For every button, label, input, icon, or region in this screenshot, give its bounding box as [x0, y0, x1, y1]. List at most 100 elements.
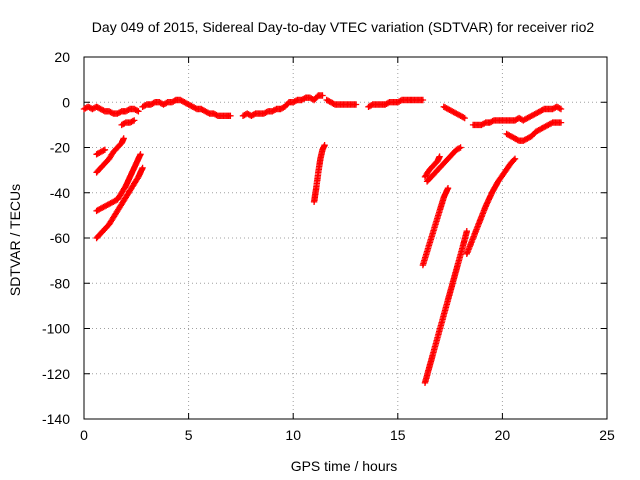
data-point — [128, 107, 132, 111]
data-point — [492, 119, 496, 122]
data-point — [503, 171, 506, 174]
data-point — [124, 196, 128, 199]
data-point — [543, 107, 546, 111]
data-point — [455, 268, 458, 271]
data-point — [287, 101, 291, 104]
data-point — [225, 114, 228, 118]
data-point — [555, 121, 558, 124]
data-point — [484, 205, 487, 208]
data-point — [459, 114, 462, 118]
data-point — [304, 96, 307, 99]
data-point — [509, 162, 512, 165]
data-point — [99, 207, 102, 210]
series-4 — [365, 96, 427, 110]
data-point — [442, 313, 445, 317]
data-point — [480, 123, 483, 127]
data-point — [312, 98, 316, 102]
data-point — [501, 119, 504, 122]
data-point — [137, 157, 140, 160]
data-point — [162, 103, 165, 106]
y-tick-label: -80 — [50, 275, 70, 291]
data-point — [438, 209, 441, 213]
data-point — [530, 114, 533, 118]
data-point — [107, 223, 111, 226]
data-point — [200, 107, 203, 111]
y-tick-label: -20 — [50, 140, 70, 156]
data-point — [275, 107, 278, 111]
data-point — [124, 184, 128, 188]
data-point — [513, 157, 517, 160]
data-point — [388, 101, 391, 104]
data-point — [421, 98, 425, 102]
x-tick-label: 15 — [390, 427, 406, 443]
data-point — [166, 101, 169, 104]
data-point — [271, 110, 274, 113]
data-point — [158, 101, 161, 104]
data-point — [216, 114, 220, 118]
data-point — [438, 155, 441, 158]
data-point — [241, 114, 245, 118]
y-tick-label: 0 — [62, 94, 70, 110]
data-point — [471, 236, 475, 240]
data-point — [195, 107, 199, 111]
data-point — [315, 187, 318, 190]
data-point — [530, 135, 533, 138]
data-point — [459, 146, 462, 149]
series-marks — [239, 92, 326, 119]
series-11 — [93, 164, 146, 242]
data-point — [99, 107, 102, 111]
data-point — [187, 103, 190, 106]
data-point — [478, 221, 481, 224]
series-17 — [421, 228, 470, 386]
data-point — [133, 166, 136, 170]
data-point — [425, 180, 429, 183]
y-tick-label: -140 — [42, 411, 70, 427]
data-point — [103, 148, 107, 151]
data-point — [107, 202, 111, 206]
data-point — [505, 119, 508, 122]
data-point — [279, 107, 282, 111]
data-point — [451, 110, 454, 113]
data-point — [538, 128, 542, 131]
data-point — [220, 114, 224, 118]
data-point — [430, 359, 433, 362]
data-point — [425, 250, 429, 253]
data-point — [128, 121, 132, 124]
data-point — [455, 148, 458, 151]
data-point — [438, 166, 441, 170]
data-point — [350, 103, 353, 106]
data-point — [149, 103, 153, 106]
data-point — [488, 121, 491, 124]
data-point — [141, 166, 144, 170]
y-tick-label: -120 — [42, 366, 70, 382]
data-point — [423, 381, 427, 384]
data-point — [137, 175, 140, 179]
data-point — [319, 157, 322, 160]
series-10 — [93, 151, 144, 215]
data-point — [133, 107, 136, 111]
data-point — [141, 105, 144, 109]
data-point — [517, 139, 521, 142]
data-point — [246, 112, 249, 115]
data-point — [534, 112, 538, 115]
data-point — [204, 110, 207, 113]
x-tick-label: 25 — [599, 427, 615, 443]
data-point — [296, 98, 299, 102]
data-point — [112, 150, 115, 154]
data-point — [446, 187, 450, 190]
data-point — [551, 121, 554, 124]
data-point — [522, 139, 525, 142]
data-point — [317, 171, 320, 174]
series-16 — [419, 185, 452, 269]
data-point — [262, 112, 266, 115]
data-layer — [80, 92, 565, 386]
data-point — [442, 105, 445, 109]
data-point — [509, 135, 512, 138]
data-point — [484, 121, 487, 124]
data-point — [455, 112, 458, 115]
data-point — [329, 101, 333, 104]
x-tick-label: 0 — [80, 427, 88, 443]
data-point — [534, 130, 538, 133]
data-point — [436, 336, 439, 339]
